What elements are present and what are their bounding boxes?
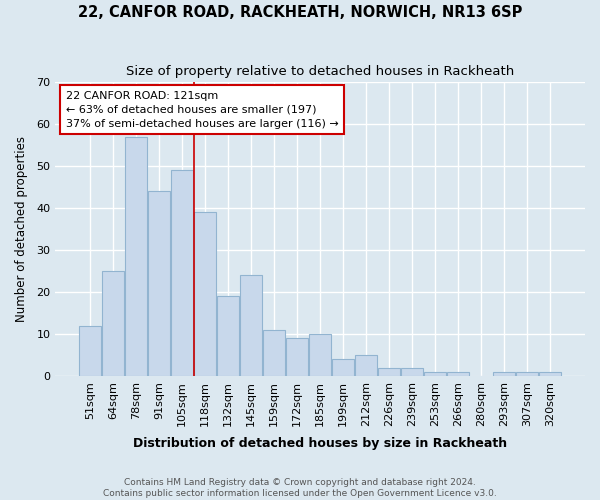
- Bar: [355, 355, 377, 376]
- Text: Contains HM Land Registry data © Crown copyright and database right 2024.
Contai: Contains HM Land Registry data © Crown c…: [103, 478, 497, 498]
- Bar: [148, 191, 170, 376]
- Title: Size of property relative to detached houses in Rackheath: Size of property relative to detached ho…: [126, 65, 514, 78]
- Bar: [286, 338, 308, 376]
- Bar: [172, 170, 193, 376]
- Bar: [493, 372, 515, 376]
- Bar: [103, 271, 124, 376]
- Bar: [194, 212, 216, 376]
- Bar: [516, 372, 538, 376]
- Bar: [79, 326, 101, 376]
- Bar: [424, 372, 446, 376]
- Bar: [263, 330, 285, 376]
- X-axis label: Distribution of detached houses by size in Rackheath: Distribution of detached houses by size …: [133, 437, 507, 450]
- Y-axis label: Number of detached properties: Number of detached properties: [15, 136, 28, 322]
- Bar: [125, 136, 147, 376]
- Bar: [378, 368, 400, 376]
- Text: 22 CANFOR ROAD: 121sqm
← 63% of detached houses are smaller (197)
37% of semi-de: 22 CANFOR ROAD: 121sqm ← 63% of detached…: [66, 91, 338, 129]
- Bar: [447, 372, 469, 376]
- Text: 22, CANFOR ROAD, RACKHEATH, NORWICH, NR13 6SP: 22, CANFOR ROAD, RACKHEATH, NORWICH, NR1…: [78, 5, 522, 20]
- Bar: [401, 368, 423, 376]
- Bar: [240, 275, 262, 376]
- Bar: [217, 296, 239, 376]
- Bar: [539, 372, 561, 376]
- Bar: [332, 359, 354, 376]
- Bar: [309, 334, 331, 376]
